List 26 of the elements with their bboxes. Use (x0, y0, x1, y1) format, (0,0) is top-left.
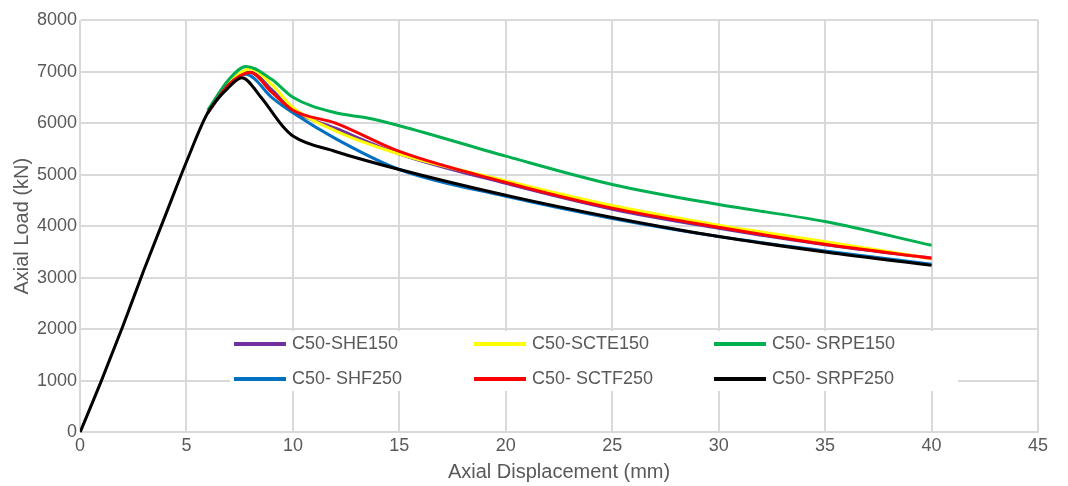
x-tick-label: 45 (1027, 435, 1049, 456)
y-tick-label: 4000 (37, 215, 78, 236)
legend-label: C50- SRPE150 (772, 333, 896, 354)
x-tick-label: 15 (389, 435, 410, 456)
x-tick-label: 40 (921, 435, 942, 456)
y-tick-label: 2000 (37, 318, 78, 339)
y-tick-label: 1000 (37, 369, 78, 390)
line-series (80, 76, 934, 433)
y-tick-label: 7000 (37, 60, 78, 81)
y-tick-label: 5000 (37, 163, 78, 184)
x-tick-label: 20 (495, 435, 516, 456)
legend-label: C50- SCTF250 (532, 368, 654, 389)
y-axis-title: Axial Load (kN) (9, 157, 32, 295)
legend-label: C50- SRPF250 (772, 368, 895, 389)
y-tick-label: 3000 (37, 266, 78, 287)
y-tick-label: 8000 (37, 8, 78, 29)
x-tick-label: 25 (602, 435, 623, 456)
y-tick-label: 6000 (37, 112, 78, 133)
x-tick-label: 5 (181, 435, 192, 456)
x-tick-label: 30 (708, 435, 729, 456)
x-tick-label: 10 (282, 435, 303, 456)
x-axis-title: Axial Displacement (mm) (447, 459, 671, 482)
legend-label: C50- SHF250 (292, 368, 403, 389)
legend-label: C50-SHE150 (292, 333, 399, 354)
x-tick-label: 35 (815, 435, 836, 456)
legend-label: C50-SCTE150 (532, 333, 650, 354)
